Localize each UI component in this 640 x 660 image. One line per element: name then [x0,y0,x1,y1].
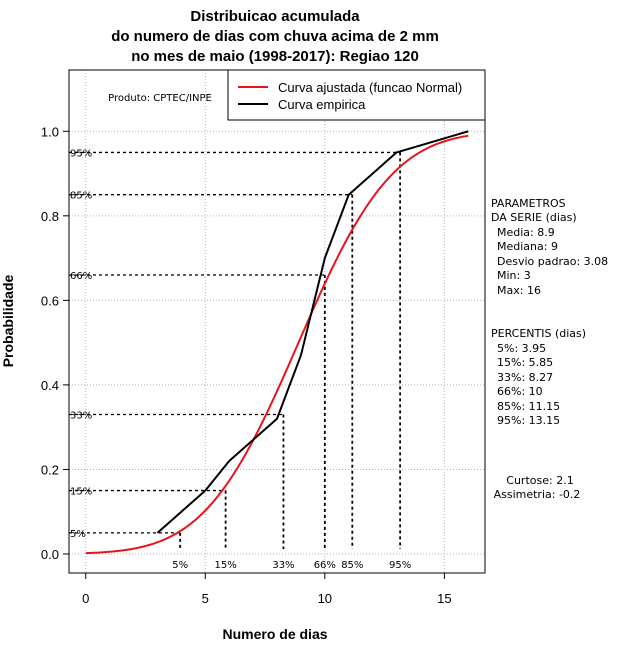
legend-label-empirical: Curva empirica [278,97,366,112]
percentil-66: 66%: 10 [497,385,543,398]
percentile-y-label-5: 95% [70,148,92,159]
empirical-curve [156,130,469,534]
y-tick-label-4: 0.8 [41,209,59,224]
percentil-33: 33%: 8.27 [497,371,553,384]
percentil-15: 15%: 5.85 [497,356,553,369]
param-mediana: Mediana: 9 [497,240,558,253]
x-tick-label-2: 10 [318,591,332,606]
skewness: Assimetria: -0.2 [494,488,581,501]
product-label: Produto: CPTEC/INPE [108,93,212,104]
percentil-85: 85%: 11.15 [497,400,560,413]
y-tick-label-5: 1.0 [41,124,59,139]
side-panel: PARAMETROS DA SERIE (dias) Media: 8.9 Me… [491,197,608,501]
percentile-y-label-2: 33% [70,410,92,421]
percentile-x-label-5: 95% [389,560,411,571]
fitted-normal-curve [85,134,469,555]
param-max: Max: 16 [497,284,541,297]
y-tick-label-1: 0.2 [41,462,59,477]
legend-label-fitted: Curva ajustada (funcao Normal) [278,80,462,95]
x-axis-title: Numero de dias [222,626,327,642]
axes: 0 5 10 15 0.0 0.2 0.4 0.6 0.8 1.0 [41,124,452,606]
percentile-x-label-4: 85% [341,560,363,571]
percentil-95: 95%: 13.15 [497,414,560,427]
percentile-y-label-4: 85% [70,191,92,202]
params-title-1: PARAMETROS [491,197,566,210]
x-tick-label-1: 5 [202,591,209,606]
param-desvio: Desvio padrao: 3.08 [497,255,608,268]
legend: Curva ajustada (funcao Normal) Curva emp… [227,69,486,121]
percentile-y-label-1: 15% [70,487,92,498]
params-title-2: DA SERIE (dias) [491,211,577,224]
y-tick-label-0: 0.0 [41,547,59,562]
title-line-3: no mes de maio (1998-2017): Regiao 120 [131,48,419,65]
title-line-1: Distribuicao acumulada [190,8,360,25]
title-line-2: do numero de dias com chuva acima de 2 m… [111,28,439,45]
percentile-x-label-3: 66% [314,560,336,571]
y-axis-title: Probabilidade [0,275,16,368]
y-tick-label-2: 0.4 [41,378,59,393]
param-media: Media: 8.9 [497,226,555,239]
chart-title: Distribuicao acumulada do numero de dias… [111,8,439,65]
percentile-guides: 5% 5% 15% 15% 33% 33% 66% 66% 85% 85% 95% 95% [69,148,411,571]
y-tick-label-3: 0.6 [41,293,59,308]
percentile-x-label-1: 15% [214,560,236,571]
percentile-x-label-2: 33% [272,560,294,571]
legend-box [227,69,486,121]
param-min: Min: 3 [497,269,531,282]
x-tick-label-3: 15 [437,591,451,606]
kurtosis: Curtose: 2.1 [506,474,573,487]
percentile-x-label-0: 5% [172,560,188,571]
percentil-5: 5%: 3.95 [497,342,546,355]
series-group [85,130,469,555]
percentis-title: PERCENTIS (dias) [491,327,586,340]
x-tick-label-0: 0 [82,591,89,606]
percentile-y-label-3: 66% [70,271,92,282]
grid [69,70,485,573]
percentile-y-label-0: 5% [70,529,86,540]
